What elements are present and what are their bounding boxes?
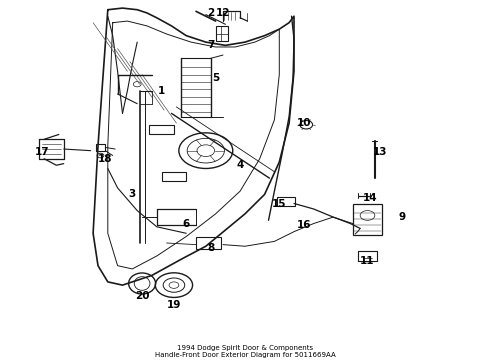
Text: 13: 13 (372, 147, 387, 157)
Bar (353, 204, 382, 235)
Text: 9: 9 (398, 212, 405, 222)
Bar (162, 172, 186, 181)
Bar (196, 237, 221, 249)
Text: 6: 6 (183, 219, 190, 229)
Text: 7: 7 (207, 40, 215, 50)
Text: 5: 5 (212, 73, 219, 83)
Bar (277, 197, 295, 206)
Text: 19: 19 (167, 300, 181, 310)
Text: 12: 12 (216, 8, 230, 18)
Text: 17: 17 (34, 147, 49, 157)
Text: 8: 8 (207, 243, 214, 253)
Text: 2: 2 (207, 8, 214, 18)
Bar (149, 125, 174, 134)
Bar (216, 26, 228, 40)
Text: 4: 4 (236, 160, 244, 170)
Text: 11: 11 (360, 256, 375, 266)
Text: 15: 15 (272, 199, 287, 209)
Text: 20: 20 (135, 292, 149, 301)
Text: 3: 3 (129, 189, 136, 199)
Text: 16: 16 (296, 220, 311, 230)
Text: 1: 1 (158, 86, 165, 96)
Text: 1994 Dodge Spirit Door & Components
Handle-Front Door Exterior Diagram for 50116: 1994 Dodge Spirit Door & Components Hand… (155, 345, 335, 358)
Text: 14: 14 (363, 193, 377, 203)
Text: 10: 10 (296, 118, 311, 128)
Text: 18: 18 (98, 154, 113, 164)
